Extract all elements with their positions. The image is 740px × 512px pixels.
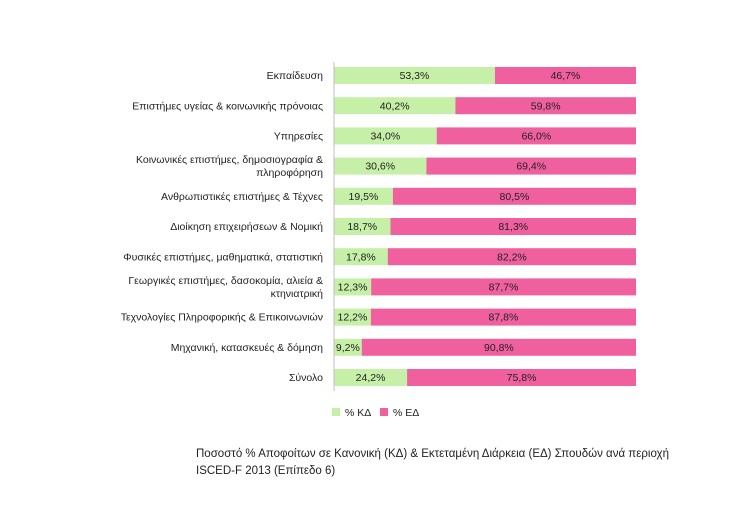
data-label: 30,6%: [365, 161, 395, 173]
category-label: Κοινωνικές επιστήμες, δημοσιογραφία &: [136, 154, 323, 166]
bar-segment-ed: [494, 67, 636, 84]
bar-segment-kd: [334, 97, 456, 115]
category-label: Υπηρεσίες: [274, 131, 323, 143]
data-label: 12,2%: [338, 312, 368, 324]
bar-segment-ed: [407, 369, 636, 386]
data-label: 66,0%: [521, 131, 551, 143]
data-label: 34,0%: [370, 131, 400, 143]
bar-segment-kd: [334, 157, 427, 175]
data-label: 17,8%: [346, 251, 376, 263]
bar-segment-kd: [334, 338, 362, 356]
data-label: 12,3%: [338, 282, 368, 294]
data-label: 9,2%: [336, 342, 360, 354]
bar-segment-ed: [426, 157, 636, 175]
bar-segment-ed: [455, 97, 636, 115]
category-label: Σύνολο: [289, 372, 323, 384]
bar-segment-ed: [390, 218, 636, 235]
data-label: 87,7%: [489, 282, 519, 294]
bar-segment-kd: [334, 369, 408, 386]
category-label: Διοίκηση επιχειρήσεων & Νομική: [170, 221, 323, 233]
data-label: 75,8%: [507, 372, 537, 384]
data-label: 53,3%: [400, 70, 430, 82]
bar-segment-ed: [361, 338, 636, 356]
data-label: 46,7%: [551, 70, 581, 82]
category-label: Ανθρωπιστικές επιστήμες & Τέχνες: [161, 191, 323, 203]
category-label: Εκπαίδευση: [267, 70, 324, 82]
bar-segment-ed: [370, 308, 636, 326]
data-label: 18,7%: [347, 221, 377, 233]
legend-label-kd: % ΚΔ: [345, 407, 371, 419]
category-label: Φυσικές επιστήμες, μαθηματικά, στατιστικ…: [123, 251, 323, 263]
data-label: 59,8%: [531, 100, 561, 112]
category-label-line2: πληροφόρηση: [256, 167, 323, 179]
data-label: 82,2%: [497, 251, 527, 263]
data-label: 40,2%: [380, 100, 410, 112]
data-label: 90,8%: [484, 342, 514, 354]
category-label: Μηχανική, κατασκευές & δόμηση: [171, 342, 323, 354]
legend-label-ed: % ΕΔ: [393, 407, 419, 419]
bar-segment-ed: [387, 248, 636, 266]
category-label: Επιστήμες υγείας & κοινωνικής πρόνοιας: [132, 100, 323, 112]
bar-segment-kd: [334, 127, 437, 145]
bar-segment-ed: [436, 127, 636, 145]
data-label: 87,8%: [489, 312, 519, 324]
data-label: 81,3%: [498, 221, 528, 233]
bar-segment-kd: [334, 187, 393, 205]
bar-segment-kd: [334, 248, 388, 266]
data-label: 69,4%: [516, 161, 546, 173]
chart-caption: Ποσοστό % Αποφοίτων σε Κανονική (ΚΔ) & Ε…: [196, 448, 669, 477]
bar-segment-kd: [334, 67, 495, 84]
bar-segment-ed: [392, 187, 636, 205]
legend-swatch-kd: [332, 408, 340, 416]
category-label-line2: κτηνιατρική: [271, 288, 324, 300]
data-label: 24,2%: [356, 372, 386, 384]
category-label: Γεωργικές επιστήμες, δασοκομία, αλιεία &: [128, 275, 323, 287]
category-label: Τεχνολογίες Πληροφορικής & Επικοινωνιών: [121, 312, 323, 324]
bar-segment-kd: [334, 278, 372, 296]
bar-segment-ed: [371, 278, 636, 296]
legend-swatch-ed: [380, 408, 388, 416]
bar-segment-kd: [334, 308, 371, 326]
data-label: 19,5%: [349, 191, 379, 203]
data-label: 80,5%: [500, 191, 530, 203]
bar-segment-kd: [334, 218, 391, 235]
